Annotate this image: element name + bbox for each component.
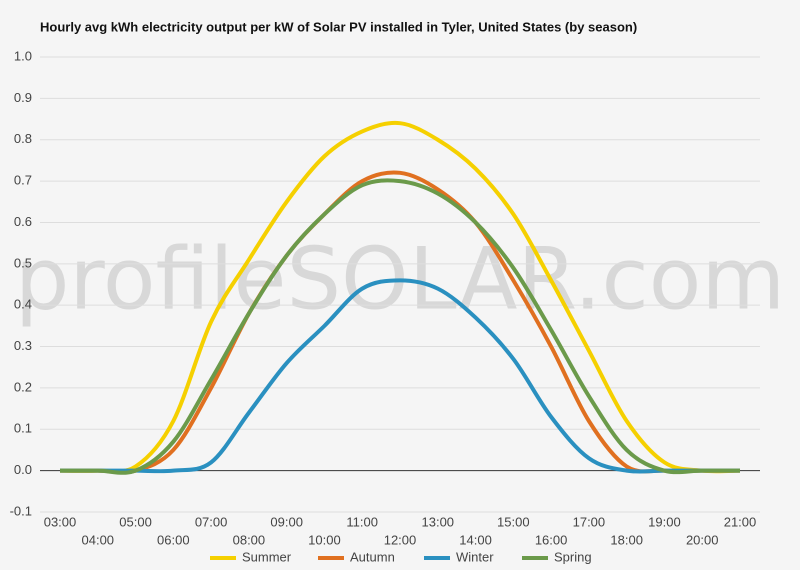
x-tick-label: 04:00 [82,532,115,547]
x-tick-label: 20:00 [686,532,719,547]
y-tick-label: -0.1 [10,503,32,518]
y-tick-label: 0.3 [14,338,32,353]
series-line [59,278,740,474]
x-tick-label: 15:00 [497,514,530,529]
x-tick-label: 05:00 [119,514,152,529]
x-tick-label: 10:00 [308,532,341,547]
x-tick-label: 14:00 [459,532,492,547]
x-tick-label: 16:00 [535,532,568,547]
y-tick-label: 1.0 [14,48,32,63]
x-tick-label: 21:00 [724,514,757,529]
series-line [59,120,741,474]
chart-title: Hourly avg kWh electricity output per kW… [40,19,637,34]
x-tick-label: 06:00 [157,532,190,547]
legend-label: Autumn [350,549,395,564]
y-tick-label: 0.4 [14,297,32,312]
x-tick-label: 17:00 [573,514,606,529]
x-tick-label: 18:00 [610,532,643,547]
y-tick-label: 0.1 [14,421,32,436]
x-tick-label: 07:00 [195,514,228,529]
legend-label: Spring [554,549,592,564]
x-tick-label: 09:00 [270,514,303,529]
y-tick-label: 0.7 [14,173,32,188]
y-tick-label: 0.8 [14,131,32,146]
legend-label: Summer [242,549,292,564]
legend-label: Winter [456,549,494,564]
y-tick-label: 0.2 [14,379,32,394]
x-tick-label: 11:00 [346,514,378,529]
x-tick-label: 03:00 [44,514,77,529]
series-line [59,170,740,475]
x-tick-label: 12:00 [384,532,417,547]
x-tick-label: 13:00 [422,514,455,529]
y-tick-label: 0.5 [14,255,32,270]
x-tick-label: 19:00 [648,514,681,529]
x-tick-label: 08:00 [233,532,266,547]
series-line [59,178,740,475]
y-tick-label: 0.9 [14,90,32,105]
y-tick-label: 0.0 [14,462,32,477]
y-tick-label: 0.6 [14,214,32,229]
